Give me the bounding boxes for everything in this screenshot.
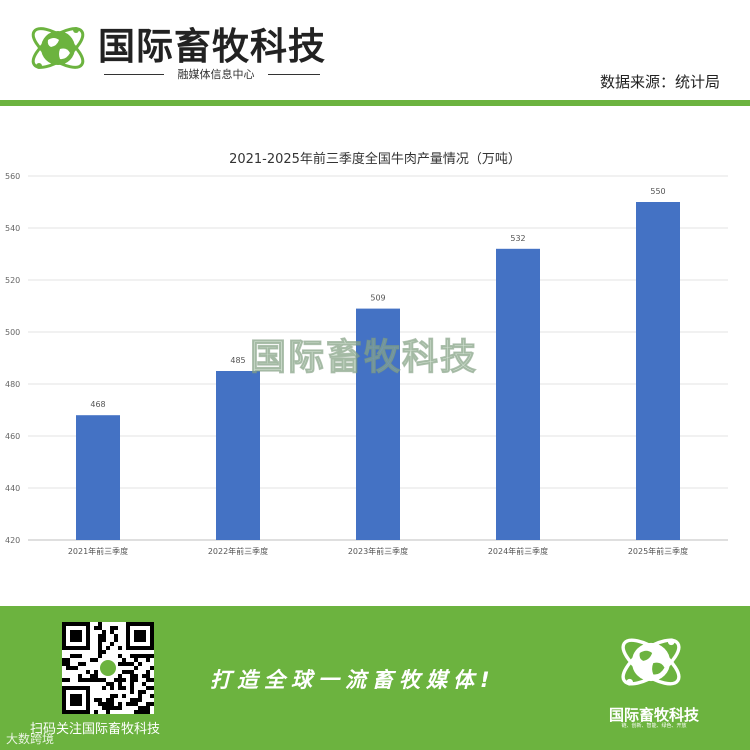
qr-caption: 扫码关注国际畜牧科技 — [30, 722, 161, 737]
brand-subtitle: 融媒体信息中心 — [177, 68, 255, 81]
y-tick-label: 520 — [5, 276, 20, 285]
bar — [216, 371, 260, 540]
y-tick-label: 440 — [5, 484, 20, 493]
x-tick-label: 2023年前三季度 — [348, 546, 408, 556]
x-tick-label: 2025年前三季度 — [628, 546, 688, 556]
globe-logo-icon — [31, 27, 85, 69]
y-tick-label: 480 — [5, 380, 20, 389]
data-source: 数据来源：统计局 — [599, 73, 720, 91]
bar — [76, 415, 120, 540]
slogan: 打造全球一流畜牧媒体! — [210, 668, 496, 692]
y-tick-label: 540 — [5, 224, 20, 233]
chart-title: 2021-2025年前三季度全国牛肉产量情况（万吨） — [229, 152, 521, 167]
data-label: 532 — [510, 234, 525, 243]
bar-chart: 420 440 460 480 500 520 540 560 468 2021年前三季度 485 2… — [5, 172, 728, 556]
bar — [496, 248, 540, 541]
x-tick-label: 2022年前三季度 — [208, 546, 268, 556]
subtitle-left-rule — [104, 74, 164, 75]
data-label: 468 — [90, 400, 105, 409]
header-divider — [0, 100, 750, 106]
footer-brand: 国际畜牧科技 — [608, 706, 699, 724]
data-label: 509 — [370, 294, 385, 303]
subtitle-right-rule — [268, 74, 320, 75]
bar — [636, 202, 680, 540]
watermark: 国际畜牧科技 — [249, 337, 479, 379]
bar — [356, 308, 400, 540]
brand-title: 国际畜牧科技 — [98, 25, 326, 68]
corner-watermark: 大数跨境 — [6, 732, 55, 746]
header: 国际畜牧科技 融媒体信息中心 数据来源：统计局 — [0, 0, 750, 100]
x-tick-label: 2021年前三季度 — [68, 546, 128, 556]
y-tick-label: 420 — [5, 536, 20, 545]
y-tick-label: 460 — [5, 432, 20, 441]
globe-logo-icon-footer — [621, 638, 681, 686]
qr-code-icon — [62, 622, 154, 714]
data-label: 485 — [230, 356, 245, 365]
data-label: 550 — [650, 187, 665, 196]
footer-tagline: 链、创新、智能、绿色、开放 — [621, 723, 687, 729]
y-tick-label: 500 — [5, 328, 20, 337]
y-tick-label: 560 — [5, 172, 20, 181]
x-tick-label: 2024年前三季度 — [488, 546, 548, 556]
